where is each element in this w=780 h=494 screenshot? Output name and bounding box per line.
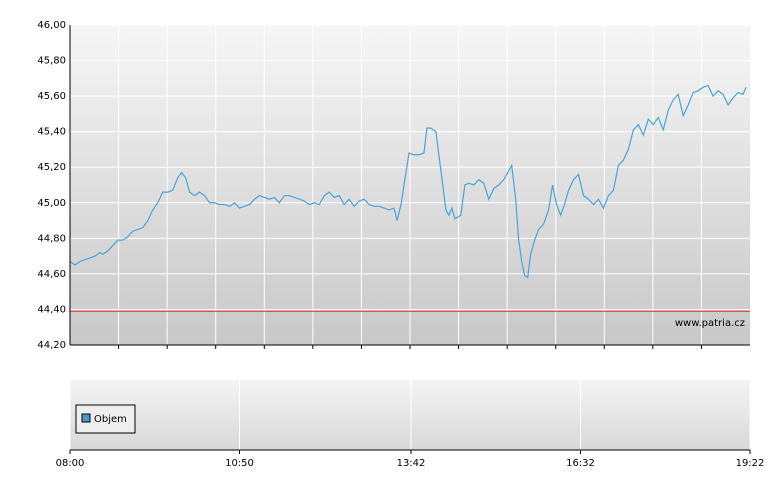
y-tick-label: 46,00 <box>37 20 66 31</box>
legend-swatch <box>81 413 91 423</box>
y-tick-label: 44,40 <box>37 304 66 315</box>
legend-label: Objem <box>94 414 127 425</box>
y-tick-label: 45,60 <box>37 91 66 102</box>
volume-panel <box>70 380 750 450</box>
y-tick-label: 45,40 <box>37 127 66 138</box>
x-tick-label: 10:50 <box>225 458 254 469</box>
watermark: www.patria.cz <box>675 318 745 329</box>
y-tick-label: 45,20 <box>37 162 66 173</box>
y-tick-label: 45,80 <box>37 56 66 67</box>
y-tick-label: 44,60 <box>37 269 66 280</box>
y-tick-label: 45,00 <box>37 198 66 209</box>
x-tick-label: 19:22 <box>736 458 765 469</box>
y-tick-label: 44,20 <box>37 340 66 351</box>
x-tick-label: 08:00 <box>56 458 85 469</box>
x-tick-label: 16:32 <box>566 458 595 469</box>
y-tick-label: 44,80 <box>37 233 66 244</box>
price-line <box>69 84 747 279</box>
x-tick-label: 13:42 <box>397 458 426 469</box>
